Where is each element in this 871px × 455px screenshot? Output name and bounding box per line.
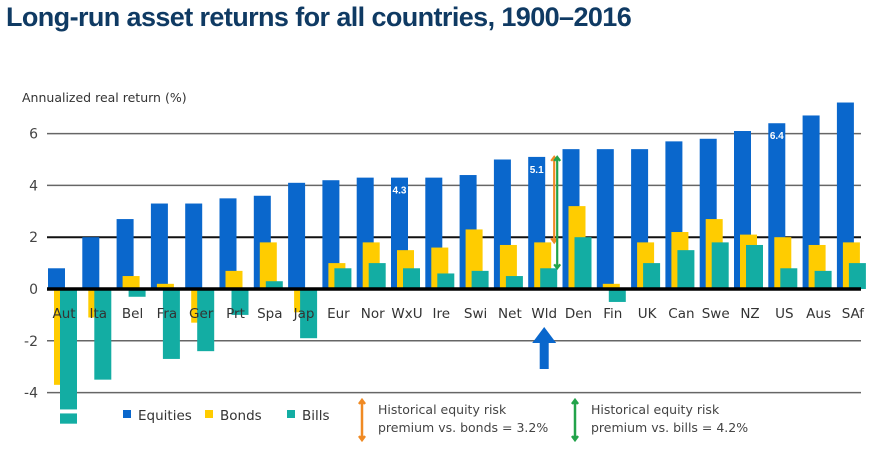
bar-bills-ire xyxy=(437,273,455,289)
x-tick-swe: Swe xyxy=(702,306,730,322)
data-label-us: 6.4 xyxy=(770,131,784,142)
x-tick-jap: Jap xyxy=(293,306,315,322)
bar-bills-nz xyxy=(746,244,763,289)
x-tick-uk: UK xyxy=(638,306,658,322)
legend-label-equities: Equities xyxy=(138,408,192,424)
bar-bonds-prt xyxy=(225,270,243,289)
axis-break-marker xyxy=(59,409,78,414)
y-tick-0: 0 xyxy=(29,282,38,298)
bar-bills-swe xyxy=(711,242,729,289)
bar-equities-ita xyxy=(82,237,100,289)
y-tick-2: 2 xyxy=(29,230,38,246)
chart-title: Long-run asset returns for all countries… xyxy=(6,2,632,32)
bars xyxy=(48,102,866,424)
y-tick-6: 6 xyxy=(29,127,38,143)
x-tick-can: Can xyxy=(668,306,694,322)
x-tick-nor: Nor xyxy=(361,306,385,322)
bar-bonds-fin xyxy=(602,283,620,289)
bar-bills-wxu xyxy=(403,268,420,289)
bar-bills-ita xyxy=(94,289,112,380)
data-label-wxu: 4.3 xyxy=(393,186,407,197)
x-tick-nz: NZ xyxy=(740,306,759,322)
bar-equities-prt xyxy=(219,198,237,289)
x-tick-ita: Ita xyxy=(90,306,108,322)
x-tick-net: Net xyxy=(498,306,522,322)
annotations xyxy=(532,155,562,369)
bar-bills-aus xyxy=(814,270,832,289)
legend-swatch-bills xyxy=(287,410,295,418)
bar-bills-can xyxy=(677,250,695,289)
data-label-wld: 5.1 xyxy=(530,165,544,176)
legend-label-bonds: Bonds xyxy=(220,408,262,424)
x-tick-us: US xyxy=(775,306,793,322)
bar-bills-aut xyxy=(60,289,77,424)
bar-equities-eur xyxy=(322,180,340,289)
bar-bills-den xyxy=(574,237,592,289)
bar-bills-fin xyxy=(608,289,626,302)
x-tick-aus: Aus xyxy=(806,306,831,322)
bar-bills-ger xyxy=(197,289,215,352)
x-tick-wxu: WxU xyxy=(391,306,422,322)
bar-equities-jap xyxy=(288,182,306,289)
x-tick-ire: Ire xyxy=(433,306,451,322)
y-axis-label: Annualized real return (%) xyxy=(22,90,187,105)
bar-bills-wld xyxy=(540,268,558,289)
y-tick--2: -2 xyxy=(24,334,38,350)
gridlines xyxy=(47,132,861,394)
bar-equities-fin xyxy=(596,149,614,289)
legend-annotation-erp-bills-line-0: Historical equity risk xyxy=(591,402,720,417)
x-tick-den: Den xyxy=(565,306,592,322)
x-tick-fin: Fin xyxy=(603,306,622,322)
x-tick-fra: Fra xyxy=(157,306,178,322)
legend-swatch-equities xyxy=(123,410,131,418)
bar-bills-us xyxy=(780,268,798,289)
bar-equities-bel xyxy=(116,219,134,289)
legend-annotation-erp-bonds-line-1: premium vs. bonds = 3.2% xyxy=(378,420,548,435)
y-tick--4: -4 xyxy=(24,386,38,402)
bar-bonds-bel xyxy=(122,276,140,289)
y-tick-labels: -4 -2 0 2 4 6 xyxy=(24,127,38,402)
bar-bills-nor xyxy=(368,263,386,289)
highlight-up-arrow-icon xyxy=(532,327,557,369)
legend-arrow-erp-bonds-icon xyxy=(358,397,366,443)
x-tick-bel: Bel xyxy=(122,306,143,322)
bar-bonds-spa xyxy=(259,242,277,289)
x-tick-wld: Wld xyxy=(531,306,557,322)
bar-bills-swi xyxy=(471,270,489,289)
x-tick-aut: Aut xyxy=(52,306,75,322)
legend-label-bills: Bills xyxy=(302,408,330,424)
legend-swatch-bonds xyxy=(205,410,213,418)
x-tick-prt: Prt xyxy=(226,306,245,322)
bar-bills-bel xyxy=(128,289,146,297)
bar-bills-net xyxy=(505,276,523,289)
bar-bills-jap xyxy=(300,289,318,339)
legend-arrow-erp-bills-icon xyxy=(571,397,579,443)
x-tick-swi: Swi xyxy=(464,306,487,322)
legend: Equities Bonds Bills Historical equity risk… xyxy=(123,397,748,443)
legend-annotation-erp-bills-line-1: premium vs. bills = 4.2% xyxy=(591,420,748,435)
y-tick-4: 4 xyxy=(29,178,38,194)
bar-bills-fra xyxy=(162,289,180,359)
x-tick-labels: Aut Ita Bel Fra Ger Prt Spa Jap Eur Nor WxU Ire Swi N… xyxy=(52,306,865,322)
bar-bills-spa xyxy=(265,281,283,289)
data-labels: 4.3 5.1 6.4 xyxy=(393,131,785,196)
bar-bills-eur xyxy=(334,268,352,289)
bar-equities-fra xyxy=(150,203,168,289)
bar-bonds-fra xyxy=(156,283,174,289)
x-tick-spa: Spa xyxy=(257,306,282,322)
risk-premium-arrow-erp-bills xyxy=(553,155,562,271)
bar-equities-ger xyxy=(185,203,203,289)
x-tick-saf: SAf xyxy=(842,306,866,322)
bar-equities-aut xyxy=(48,268,65,289)
bar-bills-saf xyxy=(848,263,866,289)
bar-bills-prt xyxy=(231,289,249,315)
x-tick-eur: Eur xyxy=(327,306,350,322)
bar-bills-uk xyxy=(643,263,661,289)
x-tick-ger: Ger xyxy=(189,306,214,322)
legend-annotation-erp-bonds-line-0: Historical equity risk xyxy=(378,402,507,417)
